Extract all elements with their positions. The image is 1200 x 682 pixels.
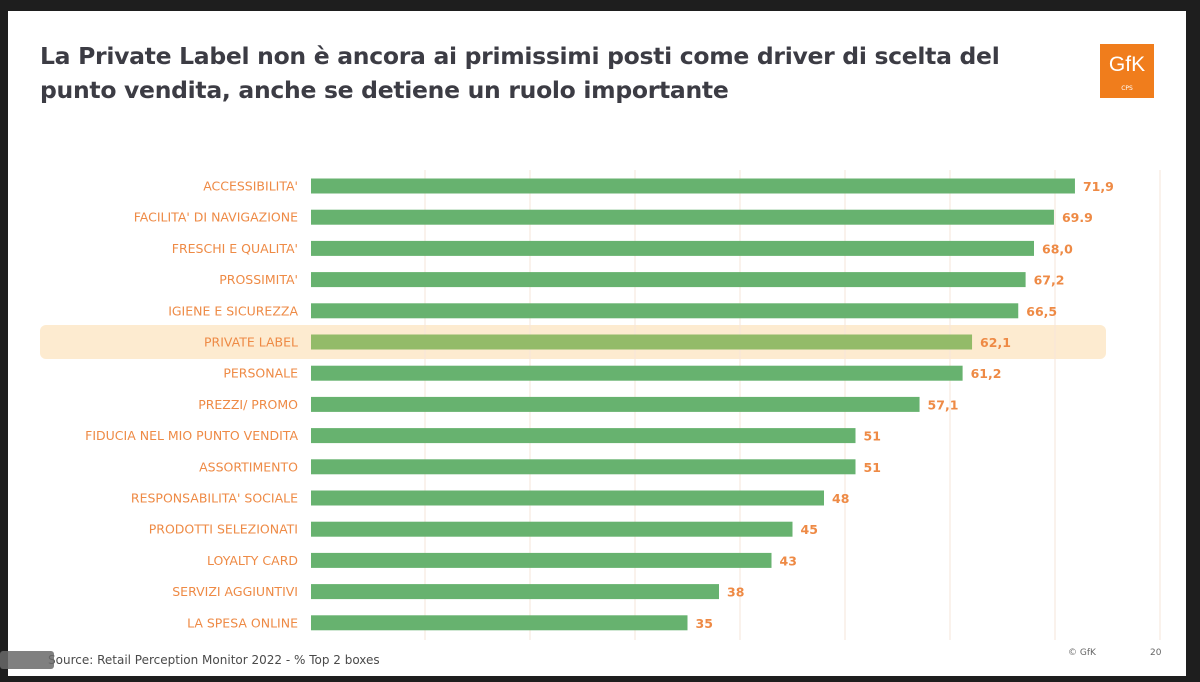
bar bbox=[311, 552, 772, 568]
page-number: 20 bbox=[1150, 648, 1162, 658]
category-label: PROSSIMITA' bbox=[219, 272, 298, 287]
gfk-logo: GfK CPS bbox=[1100, 44, 1154, 98]
bar bbox=[311, 178, 1075, 194]
value-label: 38 bbox=[727, 585, 744, 600]
category-label: LA SPESA ONLINE bbox=[187, 615, 298, 630]
category-label: FIDUCIA NEL MIO PUNTO VENDITA bbox=[85, 428, 298, 443]
bar bbox=[311, 240, 1034, 256]
category-label: FRESCHI E QUALITA' bbox=[172, 241, 298, 256]
source-note: Source: Retail Perception Monitor 2022 -… bbox=[48, 653, 380, 667]
bar bbox=[311, 365, 963, 381]
bar bbox=[311, 584, 719, 600]
bar bbox=[311, 521, 793, 537]
category-label: IGIENE E SICUREZZA bbox=[168, 303, 298, 318]
value-label: 71,9 bbox=[1083, 179, 1114, 194]
value-label: 35 bbox=[696, 616, 713, 631]
bar bbox=[311, 272, 1026, 288]
category-label: LOYALTY CARD bbox=[207, 553, 298, 568]
category-label: PREZZI/ PROMO bbox=[198, 397, 298, 412]
value-label: 69.9 bbox=[1062, 210, 1093, 225]
slide-title: La Private Label non è ancora ai primiss… bbox=[40, 42, 1000, 104]
logo-text: GfK bbox=[1108, 53, 1146, 76]
value-label: 62,1 bbox=[980, 335, 1011, 350]
value-label: 67,2 bbox=[1034, 273, 1065, 288]
bar bbox=[311, 490, 824, 506]
category-label: RESPONSABILITA' SOCIALE bbox=[131, 491, 298, 506]
value-label: 57,1 bbox=[928, 397, 959, 412]
bar bbox=[311, 334, 973, 350]
value-label: 61,2 bbox=[971, 366, 1002, 381]
value-label: 66,5 bbox=[1026, 304, 1057, 319]
bar bbox=[311, 615, 688, 631]
bar bbox=[311, 209, 1054, 225]
logo-subtext: CPS bbox=[1121, 85, 1133, 92]
bar bbox=[311, 396, 920, 412]
value-label: 43 bbox=[780, 553, 797, 568]
category-label: ACCESSIBILITA' bbox=[203, 179, 298, 194]
category-label: SERVIZI AGGIUNTIVI bbox=[172, 584, 298, 599]
category-label: PRIVATE LABEL bbox=[204, 335, 298, 350]
category-label: PERSONALE bbox=[223, 366, 298, 381]
copyright: © GfK bbox=[1068, 648, 1096, 658]
value-label: 51 bbox=[864, 460, 881, 475]
overlay-badge bbox=[0, 651, 54, 669]
bar bbox=[311, 428, 856, 444]
value-label: 45 bbox=[801, 522, 818, 537]
bar bbox=[311, 459, 856, 475]
value-label: 48 bbox=[832, 491, 849, 506]
category-label: PRODOTTI SELEZIONATI bbox=[149, 522, 298, 537]
category-label: FACILITA' DI NAVIGAZIONE bbox=[134, 210, 298, 225]
value-label: 51 bbox=[864, 429, 881, 444]
value-label: 68,0 bbox=[1042, 241, 1073, 256]
category-label: ASSORTIMENTO bbox=[199, 459, 298, 474]
bar bbox=[311, 303, 1019, 319]
